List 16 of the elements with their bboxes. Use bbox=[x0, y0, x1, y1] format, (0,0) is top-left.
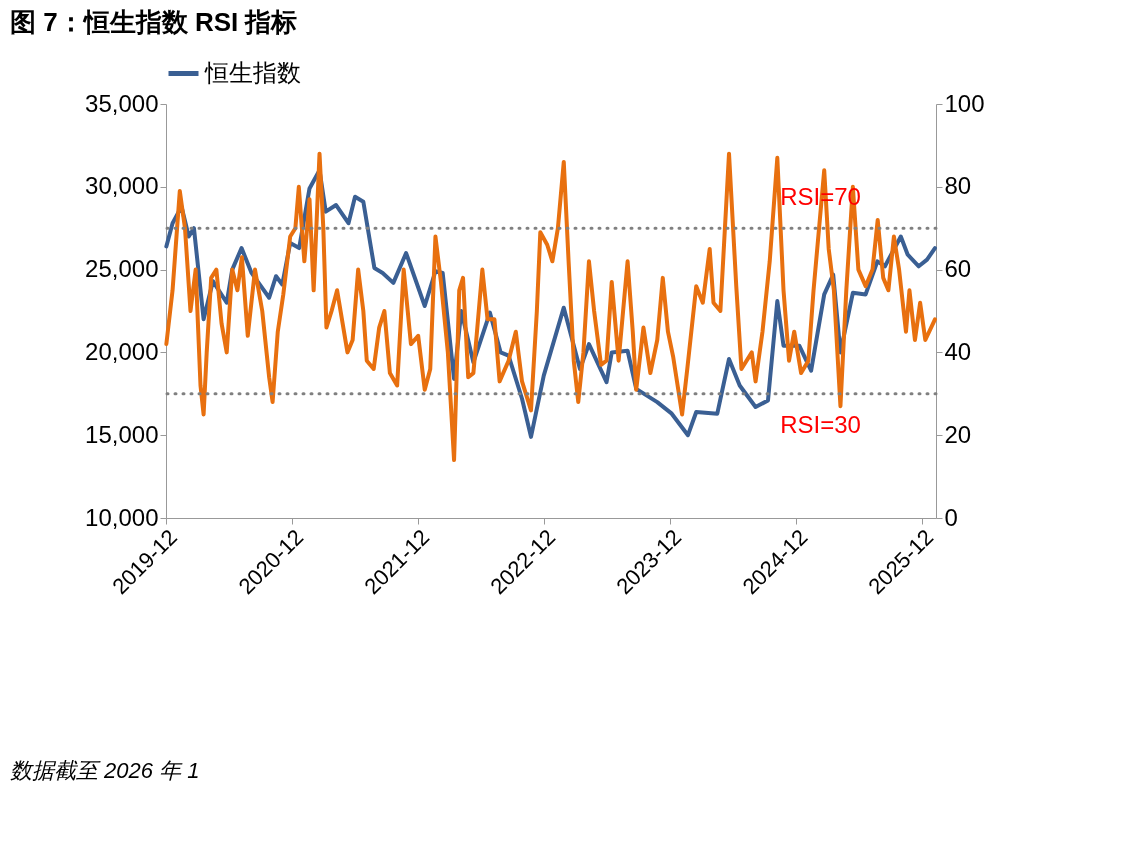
y2-tick-label: 60 bbox=[944, 255, 972, 283]
ref-line-label: RSI=30 bbox=[780, 410, 861, 438]
y2-tick-label: 40 bbox=[944, 337, 972, 365]
y-tick-label: 20,000 bbox=[85, 337, 159, 365]
y-tick-label: 10,000 bbox=[85, 503, 159, 531]
y2-tick-label: 0 bbox=[944, 503, 958, 531]
y-tick-label: 35,000 bbox=[85, 89, 159, 117]
y-tick-label: 25,000 bbox=[85, 255, 159, 283]
y2-tick-label: 100 bbox=[944, 89, 985, 117]
legend-label: 恒生指数 bbox=[204, 58, 301, 86]
y-tick-label: 30,000 bbox=[85, 172, 159, 200]
y2-tick-label: 20 bbox=[944, 420, 972, 448]
text: 数据截至 2026 年 1 bbox=[10, 758, 200, 783]
chart-title: 图 7：恒生指数 RSI 指标 bbox=[10, 7, 298, 37]
y2-tick-label: 80 bbox=[944, 172, 972, 200]
y-tick-label: 15,000 bbox=[85, 420, 159, 448]
